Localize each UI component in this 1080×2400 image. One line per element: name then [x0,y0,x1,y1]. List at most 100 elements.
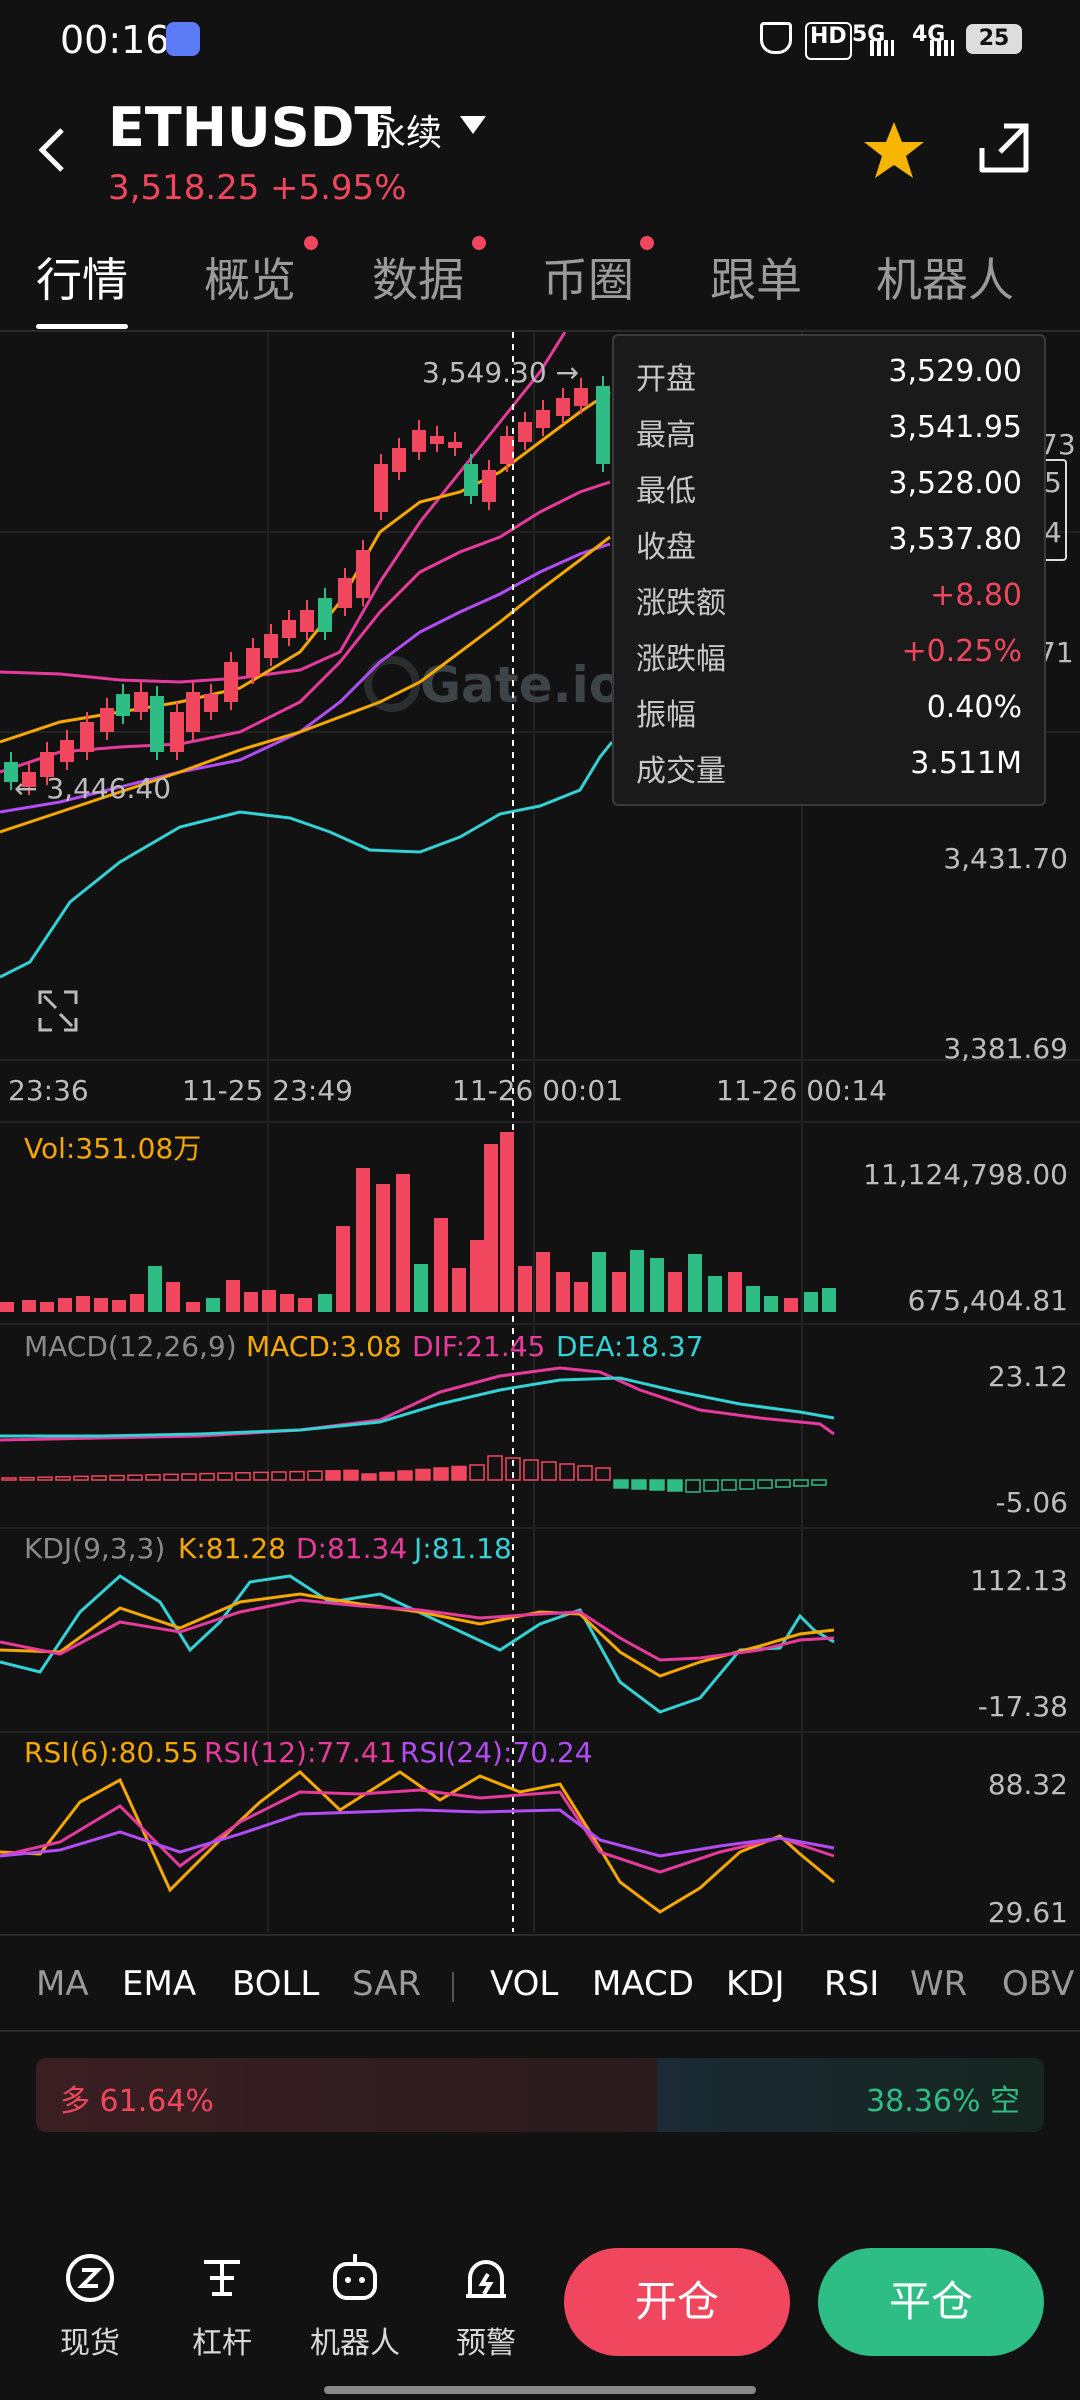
back-button[interactable] [30,120,74,180]
kdj-d: D:81.34 [296,1532,407,1565]
volume-bar [130,1294,144,1312]
nav-leverage[interactable]: 杠杆 [172,2240,272,2361]
rsi12-label: RSI(12):77.41 [204,1736,397,1769]
nav-robot[interactable]: 机器人 [300,2240,410,2361]
macd-bar [1,1477,17,1481]
indicator-kdj[interactable]: KDJ [726,1964,785,2004]
indicator-rsi[interactable]: RSI [824,1964,880,2004]
tab-bots[interactable]: 机器人 [876,253,1014,307]
candle-body [338,578,352,608]
macd-value: MACD:3.08 [246,1330,402,1363]
watermark-text: Gate.io [420,656,623,714]
macd-min: -5.06 [996,1486,1068,1519]
tab-overview[interactable]: 概览 [204,253,296,307]
fullscreen-icon[interactable] [38,990,78,1032]
candle-body [246,648,260,676]
volume-bar [668,1272,682,1312]
macd-bar [271,1471,287,1481]
volume-bar [500,1132,514,1312]
share-icon[interactable] [974,118,1034,182]
macd-bar [577,1465,593,1481]
tab-market[interactable]: 行情 [36,253,128,307]
macd-bar [289,1470,305,1481]
status-bar: 00:16 HD 5G 4G 25 [0,0,1080,80]
volume-bar [318,1294,332,1312]
candle-body [448,442,462,448]
indicator-boll[interactable]: BOLL [232,1964,320,2004]
ma-line-orange [0,535,611,834]
volume-bar [112,1300,126,1312]
volume-bar [58,1298,72,1312]
volume-bar [804,1292,818,1312]
symbol-title[interactable]: ETHUSDT [108,96,392,159]
candle-body [60,740,74,762]
candle-body [224,662,238,702]
kdj-max: 112.13 [970,1564,1068,1597]
candle-body [4,762,18,782]
candle-body [40,752,54,777]
tab-data[interactable]: 数据 [372,253,464,307]
macd-bar [433,1467,449,1481]
macd-bar [397,1470,413,1481]
long-ratio-text: 多 61.64% [60,2084,214,2119]
nav-alert[interactable]: 预警 [436,2240,536,2361]
tab-overview-dot [304,236,318,250]
ma-line-magenta [0,332,567,684]
dropdown-caret-icon[interactable] [460,116,486,134]
candle-body [282,620,296,638]
time-label-1: 23:36 [8,1074,89,1107]
rsi24-line [0,1808,835,1858]
macd-dif-line [0,1366,835,1442]
macd-bar [181,1473,197,1481]
candle-body [536,410,550,428]
macd-bar [631,1479,647,1490]
volume-bar [536,1252,550,1312]
indicator-ema[interactable]: EMA [122,1964,197,2004]
indicator-vol[interactable]: VOL [490,1964,559,2004]
open-position-button[interactable]: 开仓 [564,2248,790,2356]
leverage-icon [204,2260,240,2296]
candle-body [264,634,278,658]
volume-bar [688,1254,702,1312]
volume-bar [708,1276,722,1312]
tab-copy-trade[interactable]: 跟单 [710,253,802,307]
indicator-sar[interactable]: SAR [352,1964,422,2004]
indicator-ma[interactable]: MA [36,1964,89,2004]
close-position-button[interactable]: 平仓 [818,2248,1044,2356]
volume-bar [556,1272,570,1312]
high-price-marker: 3,549.30 → [422,356,579,389]
volume-bar [574,1282,588,1312]
ma-line-cyan [0,741,614,979]
macd-bar [163,1473,179,1481]
macd-bar [235,1472,251,1481]
contract-type[interactable]: 永续 [370,113,443,154]
mute-icon [760,22,792,54]
macd-bar [199,1472,215,1481]
volume-bar [22,1300,36,1312]
macd-bar [667,1479,683,1492]
price-axis-label-1: 3,431.70 [943,842,1068,875]
candle-body [574,388,588,406]
kdj-d-line [0,1598,835,1662]
indicator-obv[interactable]: OBV [1002,1964,1075,2004]
nav-spot[interactable]: 现货 [40,2240,140,2361]
macd-bar [559,1463,575,1481]
battery-icon: 25 [966,24,1022,54]
volume-bar [76,1296,90,1312]
favorite-star-icon[interactable] [862,118,926,186]
kdj-j: J:81.18 [412,1532,512,1565]
volume-bar [764,1296,778,1312]
volume-bar [592,1252,606,1312]
low-price-marker: ← 3,446.40 [14,772,171,805]
indicator-macd[interactable]: MACD [592,1964,694,2004]
candle-body [300,610,314,632]
tab-circle[interactable]: 币圈 [542,253,634,307]
notification-icon [166,22,200,56]
short-ratio-text: 38.36% 空 [866,2084,1020,2119]
macd-bar [595,1467,611,1481]
rsi6-line [0,1770,835,1914]
chevron-left-icon [38,128,64,172]
indicator-wr[interactable]: WR [910,1964,968,2004]
candles [4,376,610,795]
macd-bar [649,1479,665,1491]
